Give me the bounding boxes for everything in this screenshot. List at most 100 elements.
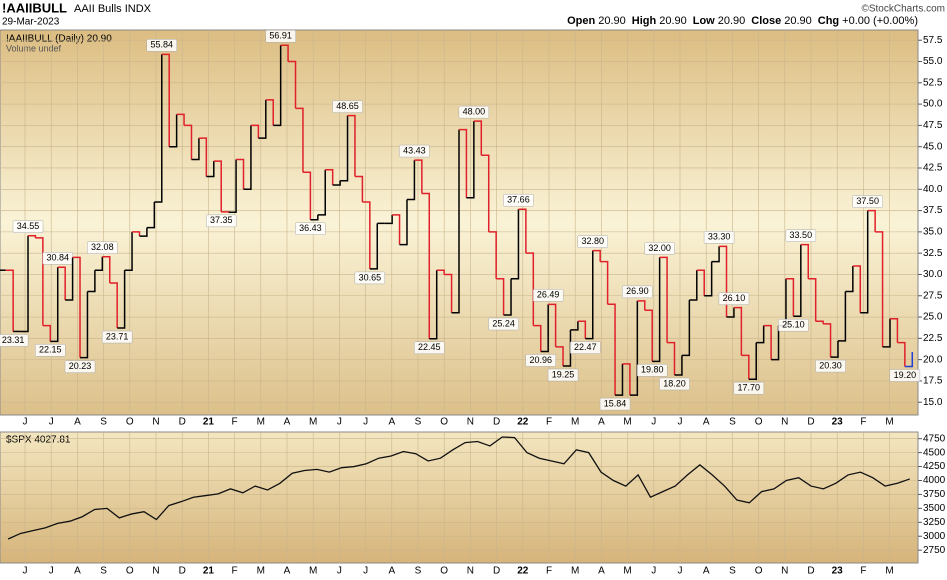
step-segment: [132, 231, 141, 237]
quote: Open 20.90 High 20.90 Low 20.90 Close 20.90 Chg +…: [567, 15, 918, 27]
step-segment: [161, 53, 170, 147]
step-segment: [607, 303, 616, 396]
step-segment: [213, 160, 222, 212]
x-tick-label: J: [337, 566, 342, 577]
step-segment: [139, 227, 148, 237]
x-tick-label: F: [232, 566, 238, 577]
x-tick-label: D: [807, 566, 814, 577]
x-tick-label: A: [74, 566, 81, 577]
value-label-box: [852, 195, 883, 208]
step-segment: [837, 291, 847, 342]
value-label-box: [64, 360, 96, 373]
x-tick-label: J: [23, 566, 28, 577]
step-segment: [823, 323, 832, 358]
step-segment: [154, 54, 163, 203]
step-segment: [771, 325, 780, 361]
y-tick-label: 55.0: [923, 56, 943, 67]
step-segment: [65, 257, 74, 301]
y-tick-label: 2750: [923, 545, 946, 556]
value-label-box: [414, 341, 445, 355]
step-segment: [102, 255, 111, 283]
step-segment: [50, 267, 59, 343]
x-tick-label: A: [284, 417, 291, 428]
x-tick-label: J: [651, 566, 656, 577]
y-tick-label: 3000: [923, 531, 946, 542]
x-tick-label: O: [126, 566, 134, 577]
value-label-box: [205, 214, 237, 228]
step-segment: [867, 209, 876, 232]
x-tick-label: F: [546, 566, 552, 577]
y-tick-label: 50.0: [923, 99, 943, 110]
step-segment: [206, 161, 215, 178]
x-tick-label: M: [623, 566, 631, 577]
value-label: 23.71: [106, 331, 129, 341]
value-label: 15.84: [604, 398, 627, 408]
x-tick-label: O: [440, 417, 448, 428]
y-tick-label: 4500: [923, 447, 946, 458]
legend: $SPX 4027.81: [6, 435, 71, 446]
x-tick-label: N: [467, 566, 474, 577]
x-tick-label: A: [388, 417, 395, 428]
legend: !AAIIBULL (Daily) 20.90: [6, 34, 112, 45]
step-segment: [466, 121, 475, 199]
value-label: 37.50: [856, 196, 879, 206]
x-tick-label: M: [623, 417, 631, 428]
step-segment: [198, 137, 208, 177]
value-label: 17.70: [738, 383, 761, 393]
value-label: 25.10: [782, 320, 805, 330]
step-segment: [726, 307, 735, 318]
value-label-box: [570, 341, 601, 354]
quote-label: Low: [693, 15, 715, 27]
value-label: 20.30: [819, 360, 842, 370]
y-tick-label: 27.5: [923, 290, 943, 301]
y-tick-label: 32.5: [923, 248, 943, 259]
step-segment: [117, 270, 126, 329]
y-tick-label: 3250: [923, 517, 946, 528]
step-segment: [897, 341, 906, 367]
step-segment: [741, 354, 750, 380]
step-segment: [548, 303, 557, 347]
value-label: 36.43: [299, 223, 322, 233]
x-tick-label: M: [571, 566, 579, 577]
step-segment: [889, 318, 899, 343]
step-segment: [325, 168, 334, 186]
value-label-box: [703, 231, 735, 244]
x-tick-label: J: [23, 417, 28, 428]
value-label-box: [889, 369, 921, 382]
step-segment: [35, 237, 44, 326]
value-label: 26.10: [723, 293, 746, 303]
value-label-box: [547, 368, 579, 382]
x-tick-label: 22: [517, 417, 529, 428]
x-tick-label: J: [363, 417, 368, 428]
step-segment: [28, 234, 37, 238]
step-segment: [288, 60, 297, 109]
value-label: 48.00: [463, 107, 486, 117]
value-label: 34.55: [17, 221, 40, 231]
step-segment: [20, 235, 29, 333]
x-tick-label: N: [781, 566, 788, 577]
step-segment: [860, 210, 869, 314]
value-label: 37.66: [507, 195, 530, 205]
x-tick-label: D: [179, 566, 186, 577]
value-label-box: [599, 397, 631, 411]
step-segment: [652, 257, 661, 363]
spx-panel: [0, 431, 919, 564]
step-segment: [347, 114, 356, 177]
value-label: 20.23: [69, 361, 92, 371]
y-tick-label: 15.0: [923, 397, 943, 408]
step-segment: [667, 341, 676, 375]
value-label-box: [644, 242, 675, 255]
x-tick-label: J: [678, 566, 683, 577]
step-segment: [42, 324, 52, 342]
value-label-box: [815, 359, 846, 373]
value-label-box: [146, 39, 178, 52]
y-tick-label: 52.5: [923, 77, 943, 88]
value-label-box: [332, 100, 363, 113]
value-label: 30.65: [359, 272, 382, 282]
x-tick-label: O: [126, 417, 134, 428]
value-label: 26.49: [537, 290, 560, 300]
step-segment: [421, 192, 431, 339]
step-segment: [250, 124, 260, 139]
value-label-box: [101, 330, 133, 344]
step-segment: [644, 309, 653, 362]
